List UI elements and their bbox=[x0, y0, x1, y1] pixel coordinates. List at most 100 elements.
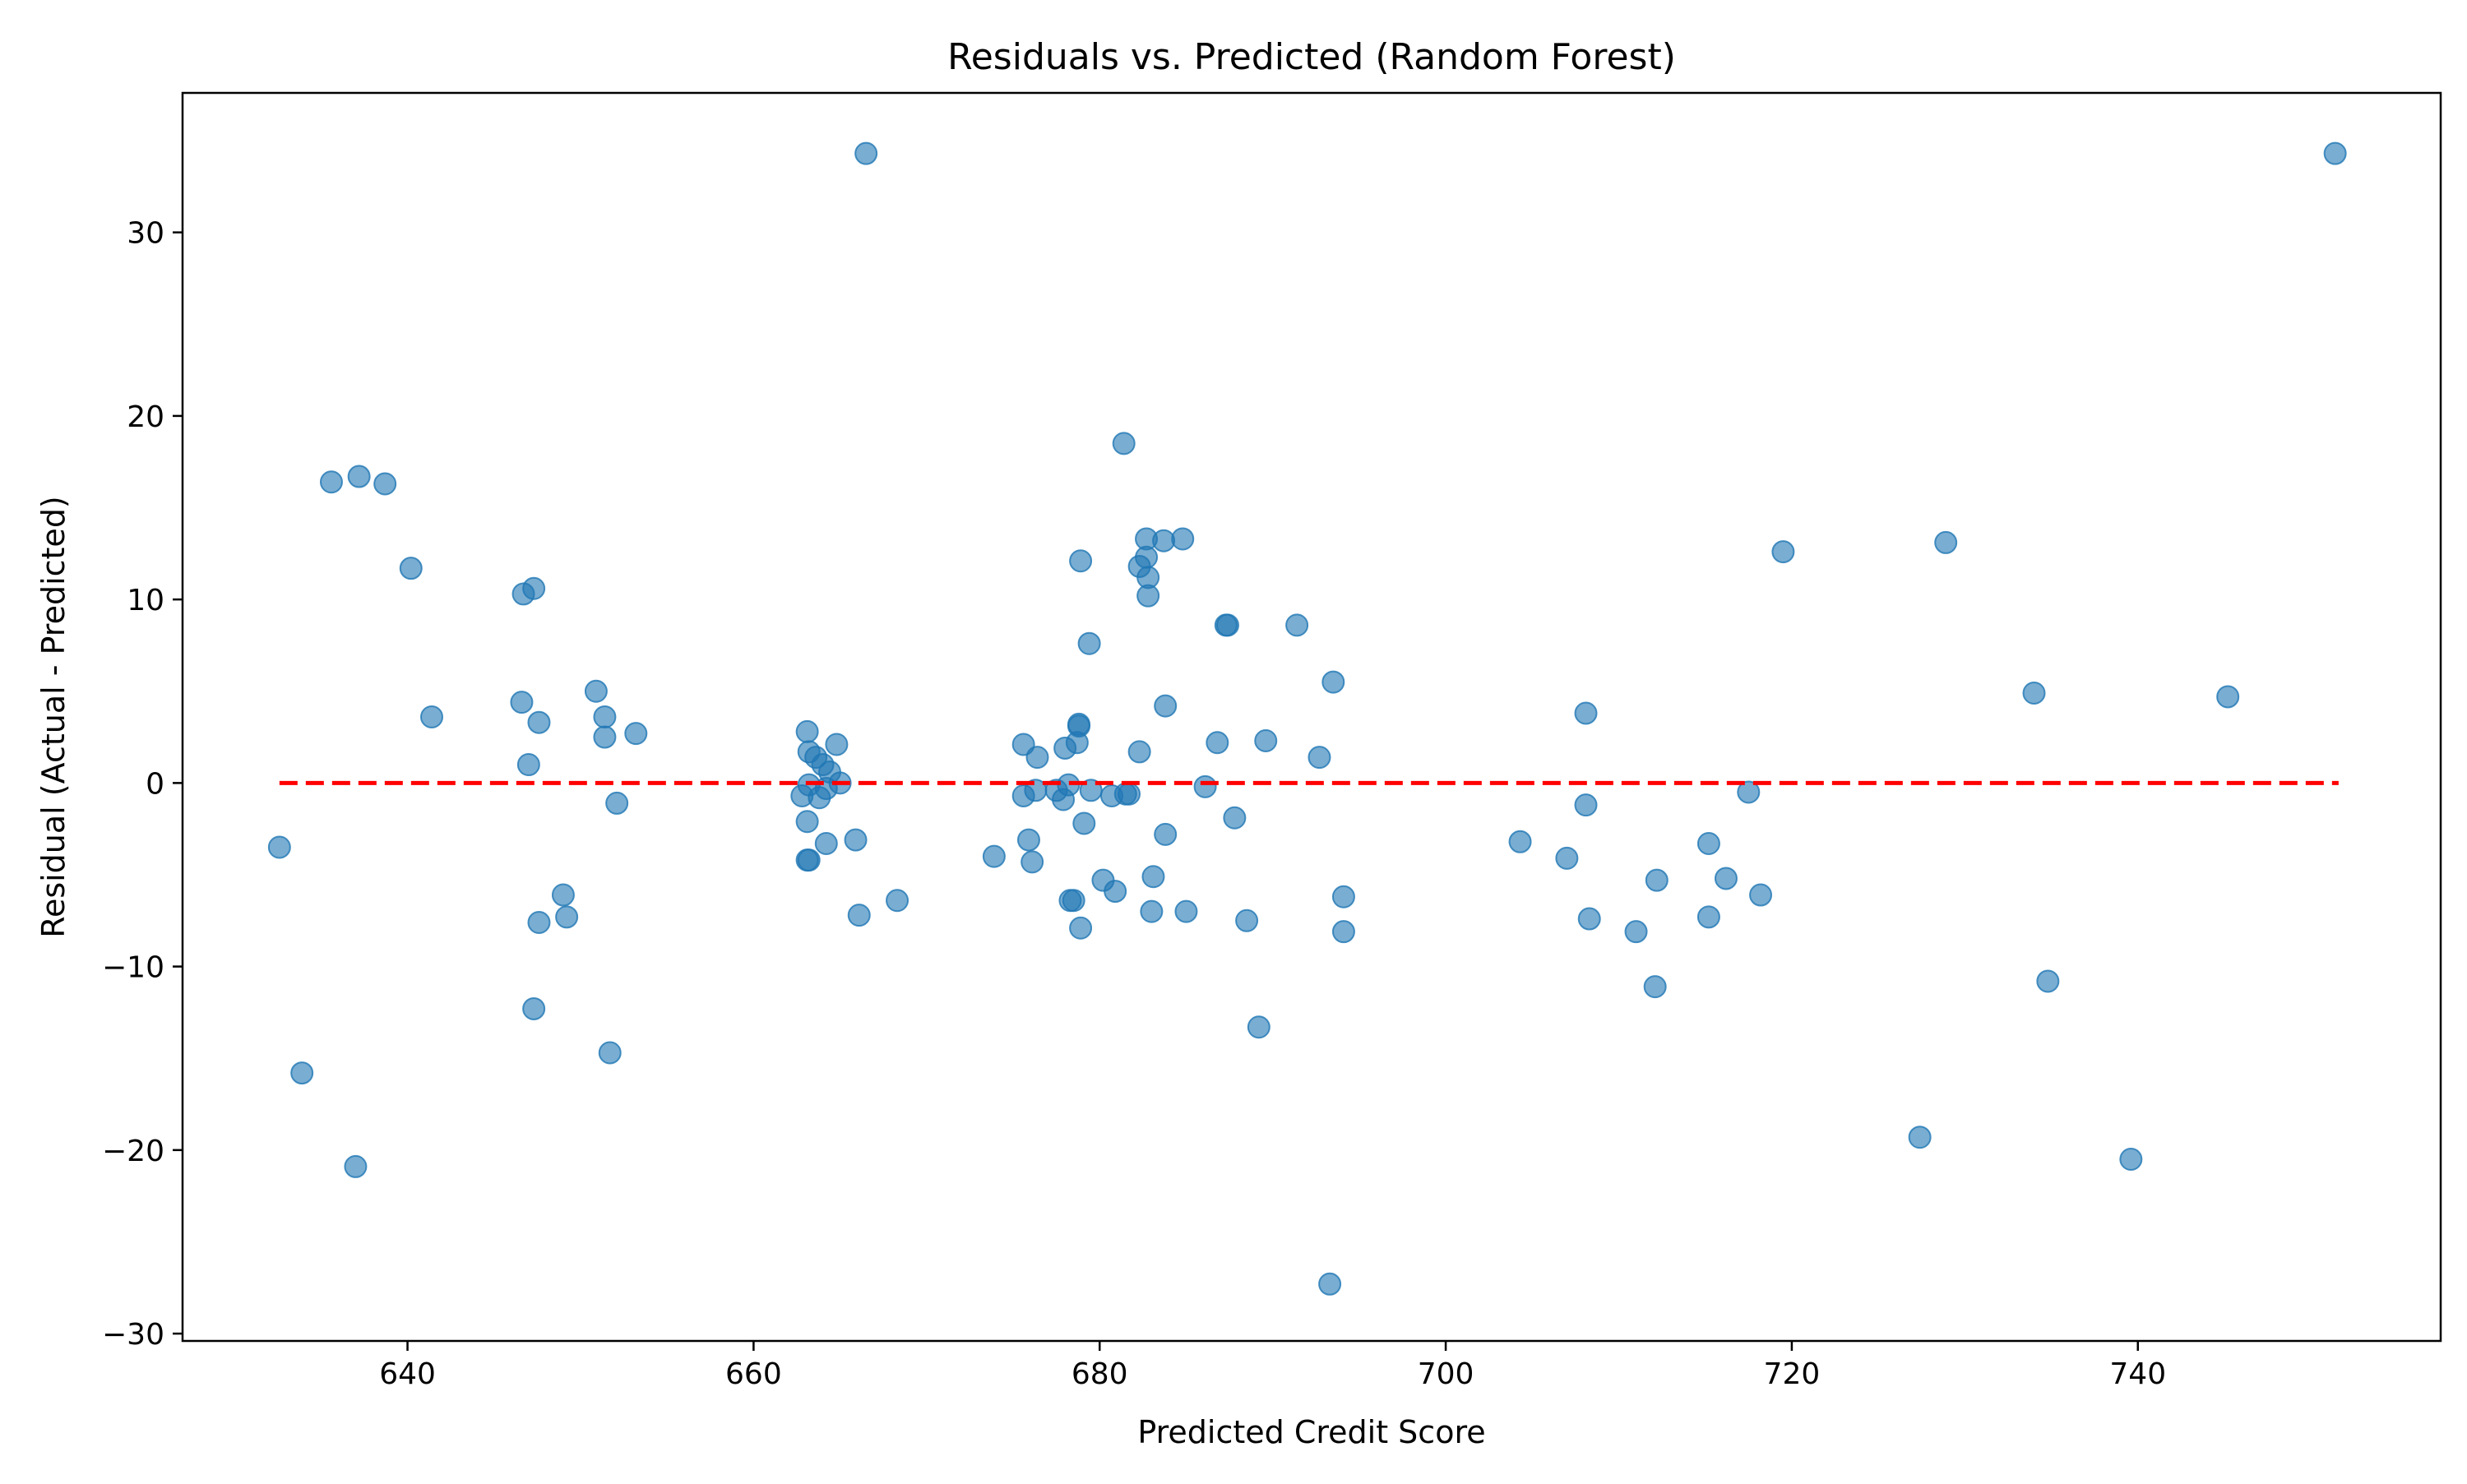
data-point bbox=[1154, 822, 1178, 846]
data-point bbox=[1193, 774, 1217, 798]
data-point bbox=[373, 472, 397, 496]
data-point bbox=[1136, 584, 1160, 608]
data-point bbox=[1206, 731, 1229, 755]
data-point bbox=[551, 883, 575, 907]
data-point bbox=[844, 828, 868, 852]
data-point bbox=[1714, 867, 1738, 890]
data-point bbox=[555, 905, 579, 929]
data-point bbox=[1771, 540, 1795, 564]
data-point bbox=[1643, 975, 1667, 999]
x-tick-label: 720 bbox=[1764, 1357, 1821, 1391]
data-point bbox=[420, 705, 444, 728]
x-tick-label: 640 bbox=[379, 1357, 436, 1391]
data-point bbox=[1171, 527, 1195, 551]
data-point bbox=[593, 725, 617, 749]
plot-area-frame bbox=[181, 91, 2442, 1343]
y-axis-label: Residual (Actual - Predicted) bbox=[35, 496, 72, 938]
data-point bbox=[1574, 793, 1598, 817]
data-point bbox=[1077, 631, 1101, 655]
data-point bbox=[1645, 868, 1669, 892]
data-point bbox=[399, 557, 423, 580]
data-point bbox=[1069, 916, 1093, 940]
y-tick-label: −10 bbox=[102, 951, 164, 985]
data-point bbox=[795, 719, 819, 743]
data-point bbox=[886, 889, 910, 913]
axis-ticks: 640 660 680 700 720 740 −30 −20 −10 0 10 20 30 bbox=[102, 217, 2166, 1391]
data-point bbox=[814, 832, 838, 856]
data-point bbox=[1069, 549, 1093, 573]
data-point bbox=[510, 691, 534, 714]
data-point bbox=[1118, 782, 1141, 806]
y-tick-label: 30 bbox=[127, 217, 164, 251]
data-point bbox=[319, 470, 343, 494]
data-point bbox=[1141, 865, 1165, 889]
data-point bbox=[1104, 880, 1127, 904]
data-point bbox=[1154, 694, 1178, 718]
y-tick-label: 10 bbox=[127, 584, 164, 617]
data-point bbox=[522, 996, 546, 1020]
data-point bbox=[1321, 670, 1345, 694]
chart-title: Residuals vs. Predicted (Random Forest) bbox=[947, 36, 1676, 78]
data-point bbox=[1318, 1272, 1342, 1296]
data-point bbox=[982, 844, 1006, 868]
data-point bbox=[2216, 685, 2240, 709]
data-point bbox=[522, 576, 546, 600]
data-point bbox=[527, 710, 551, 734]
data-point bbox=[605, 791, 629, 815]
data-point bbox=[624, 722, 648, 746]
data-point bbox=[1696, 905, 1720, 929]
data-point bbox=[1624, 920, 1648, 944]
data-point bbox=[1577, 907, 1601, 931]
x-axis-label: Predicted Credit Score bbox=[1137, 1414, 1485, 1450]
y-tick-label: 20 bbox=[127, 400, 164, 434]
x-tick-label: 660 bbox=[725, 1357, 782, 1391]
data-point bbox=[1308, 746, 1331, 770]
data-point bbox=[1174, 899, 1198, 923]
data-point bbox=[347, 465, 371, 488]
data-point bbox=[1254, 729, 1278, 753]
data-point bbox=[267, 835, 291, 859]
data-point bbox=[1021, 850, 1044, 874]
data-point bbox=[516, 753, 540, 777]
data-point bbox=[1574, 701, 1598, 725]
data-point bbox=[1140, 899, 1164, 923]
data-point bbox=[1025, 746, 1049, 770]
data-point bbox=[825, 733, 849, 756]
data-point bbox=[584, 679, 608, 703]
data-point bbox=[797, 848, 821, 872]
data-point bbox=[1696, 832, 1720, 856]
y-tick-label: −30 bbox=[102, 1318, 164, 1352]
data-point bbox=[1072, 811, 1096, 835]
data-point bbox=[854, 141, 878, 165]
data-point bbox=[344, 1154, 368, 1178]
data-point bbox=[1749, 883, 1773, 907]
data-point bbox=[1152, 529, 1176, 552]
data-point bbox=[1934, 530, 1958, 554]
x-tick-label: 680 bbox=[1072, 1357, 1128, 1391]
data-point bbox=[2022, 681, 2046, 705]
data-point bbox=[2119, 1147, 2143, 1171]
data-point bbox=[1235, 908, 1259, 932]
data-point bbox=[1016, 828, 1040, 852]
data-point bbox=[593, 705, 617, 728]
data-point bbox=[1223, 806, 1247, 830]
data-point bbox=[527, 911, 551, 935]
data-point bbox=[1331, 885, 1355, 908]
data-point bbox=[2036, 969, 2060, 993]
x-tick-label: 700 bbox=[1418, 1357, 1474, 1391]
y-tick-label: −20 bbox=[102, 1135, 164, 1168]
data-point bbox=[847, 904, 871, 927]
data-point bbox=[2323, 141, 2347, 165]
y-tick-label: 0 bbox=[146, 767, 164, 801]
data-point bbox=[1508, 830, 1532, 853]
data-point bbox=[1215, 613, 1239, 637]
x-tick-label: 740 bbox=[2109, 1357, 2166, 1391]
data-point bbox=[1331, 920, 1355, 944]
data-point bbox=[1247, 1015, 1271, 1039]
data-point bbox=[290, 1061, 314, 1085]
data-point bbox=[1737, 780, 1761, 804]
data-point bbox=[1062, 889, 1085, 913]
